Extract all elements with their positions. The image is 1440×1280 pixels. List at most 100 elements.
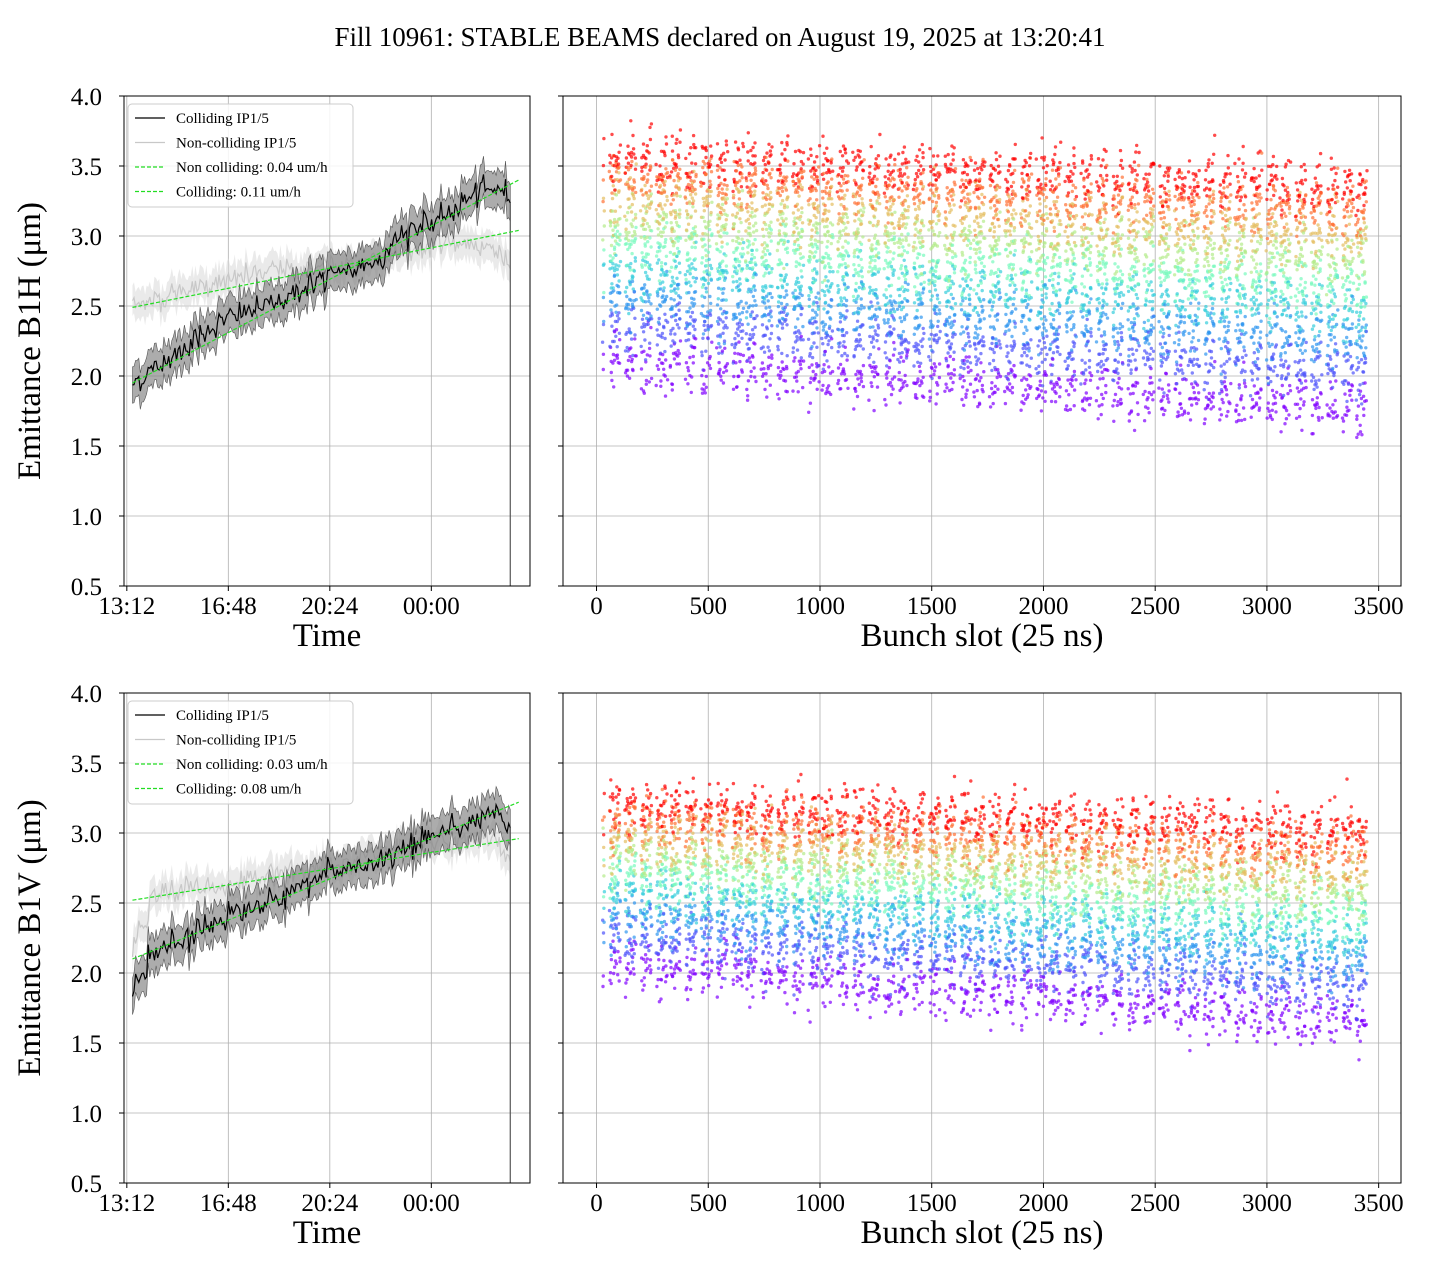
bunch-point (953, 167, 958, 171)
bunch-point (837, 173, 841, 177)
bunch-point (852, 354, 856, 358)
bunch-point (665, 198, 669, 203)
bunch-point (761, 345, 765, 349)
bunch-point (629, 337, 634, 341)
bunch-point (827, 384, 831, 388)
bunch-point (1039, 351, 1043, 355)
bunch-point (752, 285, 756, 289)
bunch-point (784, 232, 788, 236)
bunch-point (892, 235, 897, 239)
bunch-point (694, 276, 699, 280)
bunch-point (746, 394, 750, 398)
bunch-point (844, 226, 848, 230)
bunch-point (800, 210, 804, 215)
bunch-point (1099, 164, 1103, 168)
bunch-point (1116, 371, 1120, 375)
bunch-point (674, 220, 679, 225)
bunch-point (615, 303, 619, 307)
bunch-point (816, 291, 820, 295)
bunch-point (974, 271, 978, 275)
bunch-point (797, 280, 801, 285)
bunch-point (688, 175, 692, 179)
bunch-point (965, 388, 969, 392)
bunch-point (1052, 326, 1056, 330)
bunch-point (915, 396, 919, 400)
bunch-point (752, 230, 756, 234)
bunch-point (948, 354, 952, 359)
bunch-point (1118, 202, 1123, 206)
bunch-point (897, 245, 901, 250)
bunch-point (649, 376, 654, 381)
bunch-point (1083, 408, 1087, 413)
bunch-point (897, 293, 902, 298)
bunch-point (733, 351, 737, 355)
bunch-point (625, 263, 629, 267)
bunch-point (659, 304, 663, 308)
bunch-point (631, 188, 635, 192)
bunch-point (978, 299, 983, 304)
bunch-point (826, 279, 830, 283)
bunch-point (1083, 361, 1087, 365)
bunch-point (602, 224, 606, 228)
bunch-point (853, 268, 857, 272)
bunch-point (871, 325, 875, 329)
bunch-point (998, 185, 1002, 189)
bunch-point (776, 242, 781, 246)
bunch-point (683, 377, 688, 381)
bunch-point (868, 198, 873, 203)
bunch-point (612, 220, 616, 225)
bunch-point (821, 383, 825, 388)
bunch-point (753, 288, 757, 292)
bunch-point (836, 381, 840, 386)
bunch-point (890, 213, 894, 217)
bunch-point (785, 366, 789, 371)
bunch-point (945, 236, 949, 240)
bunch-point (920, 244, 925, 249)
bunch-point (946, 372, 951, 376)
bunch-point (980, 304, 984, 309)
bunch-point (1037, 393, 1042, 397)
bunch-point (935, 312, 939, 316)
bunch-point (618, 232, 622, 236)
bunch-point (767, 355, 771, 359)
bunch-point (859, 344, 863, 348)
bunch-point (809, 147, 813, 151)
bunch-point (631, 218, 635, 222)
bunch-point (610, 174, 614, 179)
bunch-point (642, 175, 646, 179)
bunch-point (964, 392, 968, 396)
bunch-point (779, 278, 783, 282)
bunch-point (1087, 358, 1092, 363)
bunch-point (1117, 376, 1121, 381)
bunch-point (631, 194, 636, 198)
bunch-point (643, 227, 648, 232)
bunch-point (738, 158, 742, 162)
x-tick-label: 2000 (1018, 593, 1068, 620)
bunch-point (618, 338, 622, 342)
bunch-point (645, 353, 649, 357)
bunch-point (1088, 378, 1093, 382)
bunch-point (1057, 377, 1062, 382)
bunch-point (776, 365, 781, 370)
bunch-point (917, 168, 921, 173)
bunch-point (935, 293, 940, 297)
bunch-point (1085, 294, 1090, 298)
bunch-point (748, 360, 752, 364)
bunch-point (892, 268, 896, 272)
bunch-point (1012, 253, 1016, 257)
bunch-point (647, 311, 651, 316)
bunch-point (1021, 279, 1026, 283)
bunch-point (820, 388, 824, 392)
bunch-point (949, 376, 953, 380)
bunch-point (1057, 271, 1061, 275)
bunch-point (815, 227, 819, 231)
bunch-point (1041, 192, 1045, 197)
bunch-point (1113, 300, 1118, 304)
bunch-point (633, 337, 637, 341)
bunch-point (1083, 197, 1087, 201)
bunch-point (906, 282, 910, 286)
bunch-point (935, 305, 939, 309)
bunch-point (793, 149, 798, 154)
bunch-point (828, 189, 832, 194)
bunch-point (919, 296, 923, 301)
